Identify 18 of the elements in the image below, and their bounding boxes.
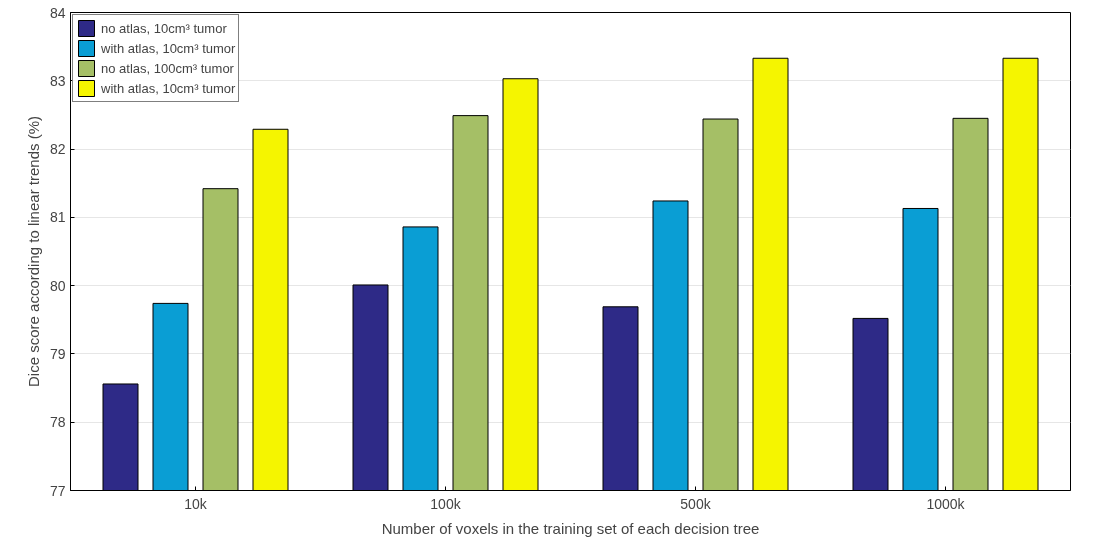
legend-label: no atlas, 100cm³ tumor bbox=[101, 59, 234, 77]
legend-label: with atlas, 10cm³ tumor bbox=[101, 79, 236, 97]
y-tick-label: 77 bbox=[49, 482, 66, 499]
y-tick-label: 83 bbox=[49, 72, 66, 89]
x-axis-title: Number of voxels in the training set of each decision tree bbox=[381, 519, 760, 537]
x-tick-label: 10k bbox=[184, 495, 208, 512]
x-tick-label: 100k bbox=[430, 495, 462, 512]
y-tick-label: 82 bbox=[49, 141, 66, 158]
y-tick-label: 84 bbox=[49, 4, 66, 21]
y-tick-label: 80 bbox=[49, 277, 66, 294]
legend-label: with atlas, 10cm³ tumor bbox=[101, 39, 236, 57]
legend-label: no atlas, 10cm³ tumor bbox=[101, 19, 227, 37]
y-axis-title: Dice score according to linear trends (%) bbox=[24, 116, 42, 387]
x-tick-label: 1000k bbox=[926, 495, 966, 512]
y-tick-label: 78 bbox=[49, 414, 66, 431]
x-tick-label: 500k bbox=[680, 495, 712, 512]
y-tick-label: 79 bbox=[49, 345, 66, 362]
y-tick-label: 81 bbox=[49, 209, 66, 226]
